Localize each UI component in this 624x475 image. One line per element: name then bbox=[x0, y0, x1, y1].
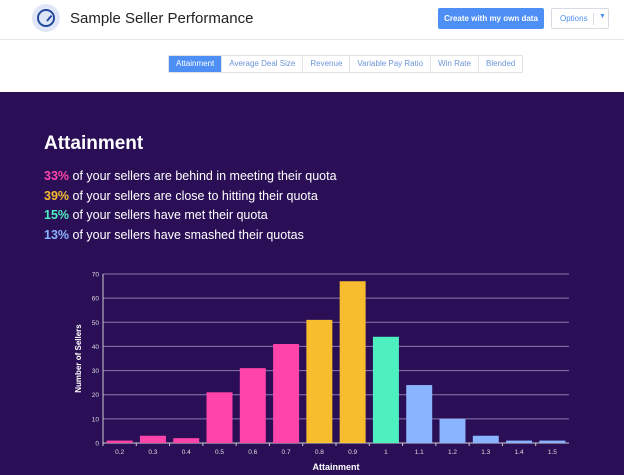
stat-text: of your sellers are close to hitting the… bbox=[69, 188, 318, 203]
bar bbox=[173, 438, 200, 443]
y-tick-label: 20 bbox=[92, 392, 100, 399]
x-tick-label: 0.2 bbox=[115, 449, 124, 456]
create-with-own-data-button[interactable]: Create with my own data bbox=[438, 8, 544, 29]
x-tick-label: 1.2 bbox=[448, 449, 457, 456]
x-tick-label: 0.3 bbox=[148, 449, 157, 456]
y-tick-label: 40 bbox=[92, 344, 100, 351]
bar bbox=[406, 385, 433, 443]
bar bbox=[273, 344, 300, 443]
page-title: Sample Seller Performance bbox=[70, 10, 254, 27]
bar bbox=[339, 281, 366, 443]
speedometer-icon bbox=[32, 4, 60, 32]
y-tick-label: 30 bbox=[92, 368, 100, 375]
y-tick-label: 0 bbox=[95, 441, 99, 448]
caret-down-icon[interactable]: ▼ bbox=[599, 13, 606, 20]
options-button[interactable]: Options ▼ bbox=[551, 8, 609, 29]
header: Sample Seller Performance Create with my… bbox=[0, 0, 624, 40]
bar bbox=[539, 440, 566, 443]
x-tick-label: 0.5 bbox=[215, 449, 224, 456]
stat-text: of your sellers have smashed their quota… bbox=[69, 227, 304, 242]
tab-blended[interactable]: Blended bbox=[478, 56, 523, 72]
x-tick-label: 1.1 bbox=[415, 449, 424, 456]
x-axis-title: Attainment bbox=[313, 462, 360, 472]
x-tick-label: 0.8 bbox=[315, 449, 324, 456]
tab-bar: Attainment Average Deal Size Revenue Var… bbox=[168, 55, 524, 73]
x-tick-label: 1 bbox=[384, 449, 388, 456]
bar bbox=[506, 440, 533, 443]
y-axis-title: Number of Sellers bbox=[74, 324, 83, 393]
bar bbox=[306, 319, 333, 443]
x-tick-label: 1.5 bbox=[548, 449, 557, 456]
x-tick-label: 0.7 bbox=[282, 449, 291, 456]
y-tick-label: 50 bbox=[92, 320, 100, 327]
stat-percent: 13% bbox=[44, 227, 70, 242]
bar bbox=[139, 435, 166, 443]
x-tick-label: 1.4 bbox=[515, 449, 524, 456]
stat-percent: 15% bbox=[44, 208, 70, 222]
bar bbox=[239, 368, 266, 443]
bar bbox=[206, 392, 233, 443]
bar bbox=[472, 435, 499, 443]
y-tick-label: 60 bbox=[92, 296, 100, 303]
tab-variable-pay-ratio[interactable]: Variable Pay Ratio bbox=[350, 56, 432, 72]
tab-revenue[interactable]: Revenue bbox=[303, 56, 351, 72]
tab-average-deal-size[interactable]: Average Deal Size bbox=[222, 56, 304, 72]
y-tick-label: 10 bbox=[92, 416, 100, 423]
stat-percent: 39% bbox=[44, 188, 70, 203]
bar bbox=[106, 440, 133, 443]
x-tick-label: 0.6 bbox=[248, 449, 257, 456]
options-label: Options bbox=[560, 14, 588, 23]
section-heading: Attainment bbox=[44, 133, 144, 154]
y-tick-label: 70 bbox=[92, 272, 100, 279]
stat-text: of your sellers have met their quota bbox=[69, 208, 268, 222]
tab-win-rate[interactable]: Win Rate bbox=[431, 56, 479, 72]
tab-attainment[interactable]: Attainment bbox=[169, 56, 223, 72]
bar bbox=[439, 418, 466, 443]
x-tick-label: 1.3 bbox=[481, 449, 490, 456]
bar bbox=[372, 336, 399, 443]
stat-line: 13% of your sellers have smashed their q… bbox=[44, 228, 304, 242]
x-tick-label: 0.9 bbox=[348, 449, 357, 456]
stat-line: 15% of your sellers have met their quota bbox=[44, 208, 268, 222]
stat-line: 39% of your sellers are close to hitting… bbox=[44, 189, 318, 203]
stat-line: 33% of your sellers are behind in meetin… bbox=[44, 169, 337, 183]
x-tick-label: 0.4 bbox=[182, 449, 191, 456]
stat-text: of your sellers are behind in meeting th… bbox=[69, 169, 337, 183]
stat-percent: 33% bbox=[44, 169, 70, 183]
